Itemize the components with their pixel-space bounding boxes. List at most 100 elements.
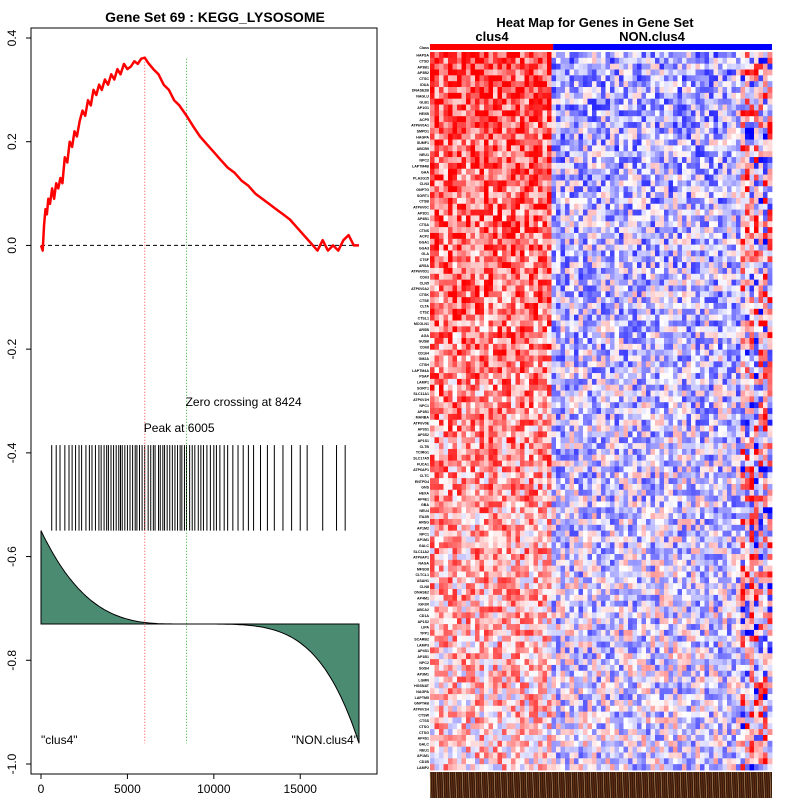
heatmap-cell	[628, 419, 633, 426]
heatmap-cell	[470, 390, 476, 397]
heatmap-cell	[574, 203, 579, 211]
heatmap-cell	[736, 402, 741, 409]
heatmap-cell	[767, 343, 773, 351]
heatmap-cell	[623, 162, 629, 170]
heatmap-cell	[533, 232, 539, 240]
heatmap-cell	[443, 127, 449, 135]
heatmap-cell	[731, 343, 737, 351]
heatmap-cell	[736, 314, 741, 321]
heatmap-cell	[511, 285, 516, 292]
heatmap-cell	[578, 92, 584, 100]
heatmap-cell	[578, 413, 584, 421]
heatmap-cell	[682, 98, 687, 105]
heatmap-cell	[506, 256, 512, 263]
heatmap-cell	[605, 127, 611, 135]
heatmap-cell	[758, 408, 764, 415]
heatmap-cell	[646, 250, 651, 257]
heatmap-cell	[731, 355, 737, 362]
heatmap-cell	[637, 57, 642, 65]
heatmap-cell	[592, 75, 597, 82]
heatmap-cell	[452, 215, 458, 222]
heatmap-cell	[632, 367, 638, 374]
heatmap-cell	[515, 349, 521, 356]
heatmap-cell	[443, 81, 449, 88]
heatmap-cell	[470, 419, 476, 426]
heatmap-cell	[673, 145, 678, 152]
heatmap-cell	[709, 378, 714, 386]
heatmap-cell	[722, 291, 728, 298]
heatmap-cell	[466, 116, 471, 123]
heatmap-cell	[659, 297, 665, 304]
heatmap-cell	[749, 408, 755, 415]
heatmap-cell	[556, 279, 561, 286]
heatmap-cell	[722, 384, 728, 391]
heatmap-cell	[731, 402, 737, 409]
heatmap-cell	[754, 373, 759, 380]
heatmap-cell	[542, 390, 548, 397]
heatmap-cell	[731, 250, 737, 257]
heatmap-cell	[686, 127, 692, 135]
heatmap-cell	[628, 180, 633, 187]
heatmap-cell	[754, 326, 759, 333]
heatmap-cell	[547, 69, 552, 76]
heatmap-cell	[569, 355, 575, 362]
heatmap-cell	[574, 98, 579, 105]
heatmap-cell	[448, 63, 453, 70]
heatmap-cell	[691, 413, 696, 421]
heatmap-cell	[488, 227, 494, 234]
heatmap-cell	[506, 238, 512, 246]
heatmap-cell	[448, 367, 453, 374]
heatmap-cell	[641, 174, 647, 181]
heatmap-cell	[664, 314, 669, 321]
heatmap-cell	[479, 320, 485, 327]
heatmap-cell	[506, 314, 512, 321]
heatmap-cell	[475, 122, 480, 129]
heatmap-cell	[592, 355, 597, 362]
heatmap-cell	[731, 320, 737, 327]
heatmap-cell	[533, 413, 539, 421]
heatmap-cell	[605, 413, 611, 421]
heatmap-cell	[587, 279, 593, 286]
heatmap-cell	[488, 279, 494, 286]
heatmap-cell	[736, 297, 741, 304]
heatmap-cell	[569, 262, 575, 269]
heatmap-cell	[700, 116, 705, 123]
heatmap-cell	[479, 267, 485, 275]
heatmap-cell	[632, 332, 638, 339]
heatmap-cell	[709, 209, 714, 216]
heatmap-cell	[745, 104, 750, 111]
heatmap-cell	[713, 262, 719, 269]
heatmap-cell	[646, 402, 651, 409]
heatmap-cell	[673, 192, 678, 199]
heatmap-cell	[749, 110, 755, 117]
heatmap-cell	[452, 157, 458, 164]
heatmap-cell	[587, 408, 593, 415]
heatmap-cell	[583, 314, 588, 321]
heatmap-cell	[619, 122, 624, 129]
heatmap-cell	[614, 390, 620, 397]
heatmap-cell	[686, 267, 692, 275]
heatmap-cell	[605, 250, 611, 257]
heatmap-cell	[457, 373, 462, 380]
heatmap-cell	[547, 197, 552, 205]
heatmap-cell	[749, 332, 755, 339]
heatmap-cell	[434, 303, 440, 310]
heatmap-cell	[749, 75, 755, 82]
heatmap-cell	[704, 390, 710, 397]
heatmap-cell	[430, 180, 435, 187]
heatmap-cell	[583, 92, 588, 100]
heatmap-cell	[583, 174, 588, 181]
heatmap-cell	[668, 174, 674, 181]
heatmap-cell	[767, 390, 773, 397]
heatmap-cell	[529, 151, 534, 158]
heatmap-cell	[619, 92, 624, 100]
heatmap-cell	[452, 267, 458, 275]
heatmap-title: Heat Map for Genes in Gene Set	[496, 15, 694, 30]
heatmap-cell	[596, 122, 602, 129]
heatmap-cell	[601, 402, 606, 409]
heatmap-cell	[700, 320, 705, 327]
heatmap-cell	[452, 338, 458, 345]
heatmap-cell	[709, 413, 714, 421]
heatmap-cell	[619, 343, 624, 351]
heatmap-cell	[722, 197, 728, 205]
